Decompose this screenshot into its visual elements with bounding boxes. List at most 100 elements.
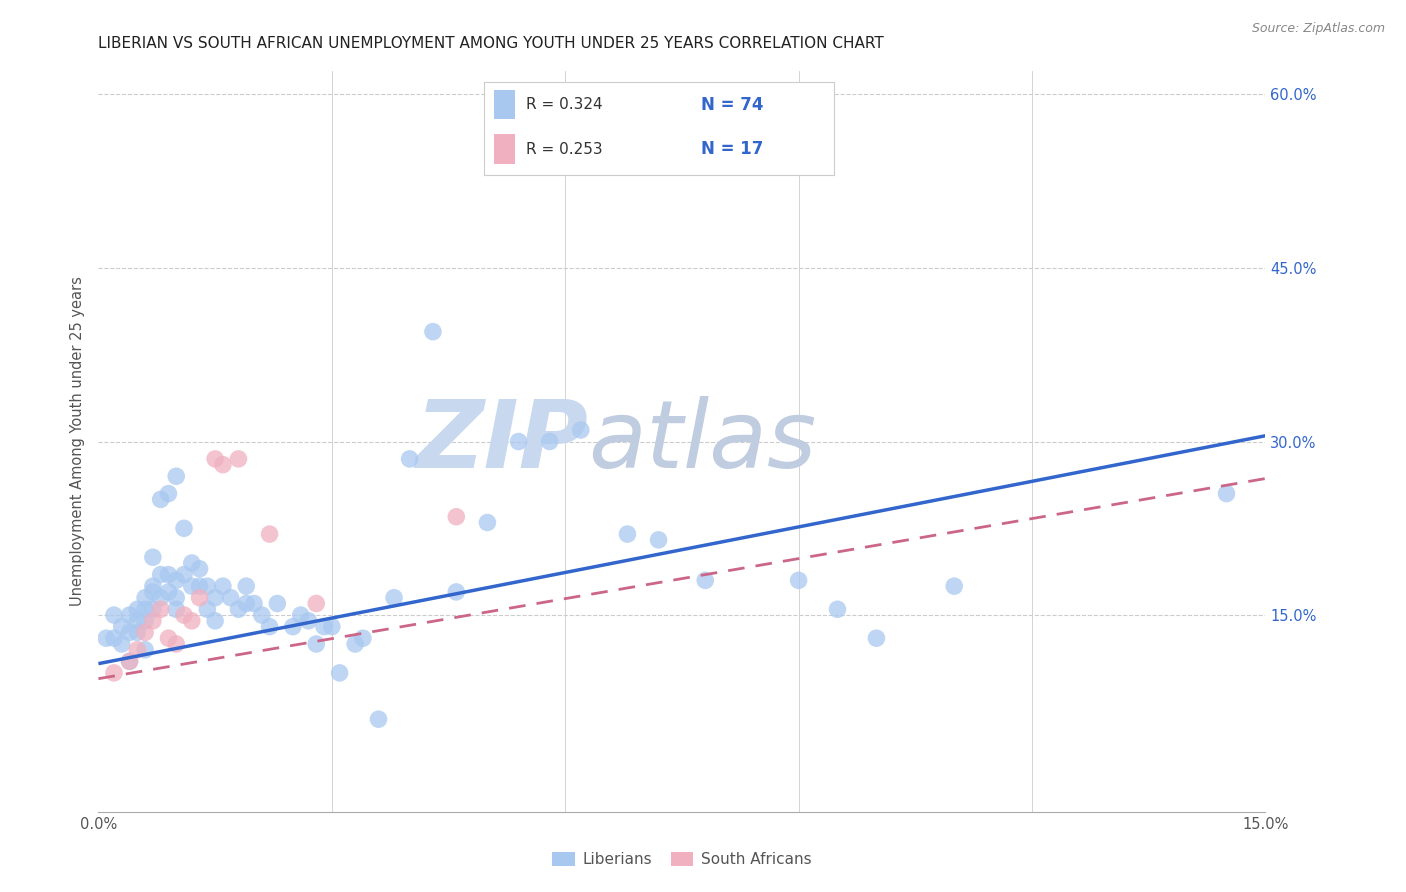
Point (127, 625, 149, 640)
Point (305, 597, 328, 611)
Point (103, 608, 125, 623)
Point (157, 585, 180, 599)
Text: R = 0.253: R = 0.253 (526, 142, 602, 157)
Point (173, 567, 195, 582)
Point (142, 585, 165, 599)
Point (127, 614, 149, 628)
Text: N = 74: N = 74 (700, 95, 763, 113)
Point (943, 579, 966, 593)
Point (142, 614, 165, 628)
Text: atlas: atlas (589, 396, 817, 487)
Point (180, 579, 202, 593)
Point (259, 619, 281, 633)
Point (127, 642, 149, 657)
Point (508, 434, 530, 449)
Point (1215, 486, 1237, 500)
Point (219, 591, 242, 605)
Point (149, 567, 172, 582)
Text: Source: ZipAtlas.com: Source: ZipAtlas.com (1251, 22, 1385, 36)
Point (142, 579, 165, 593)
Point (134, 591, 156, 605)
Point (352, 631, 374, 645)
Point (243, 597, 266, 611)
Point (538, 434, 561, 449)
Point (149, 492, 172, 507)
Point (142, 602, 165, 616)
Point (127, 602, 149, 616)
Y-axis label: Unemployment Among Youth under 25 years: Unemployment Among Youth under 25 years (70, 277, 86, 607)
Point (422, 325, 444, 339)
Point (787, 574, 810, 588)
Point (149, 591, 172, 605)
Point (96, 631, 118, 645)
Point (297, 614, 319, 628)
Point (165, 574, 187, 588)
Point (180, 556, 202, 570)
Point (647, 533, 669, 547)
Point (212, 579, 235, 593)
Point (111, 619, 134, 633)
Point (865, 631, 887, 645)
Point (204, 614, 226, 628)
Point (827, 602, 849, 616)
Bar (494, 90, 515, 120)
Point (344, 637, 367, 651)
Point (157, 486, 180, 500)
Point (290, 608, 312, 623)
Point (188, 579, 211, 593)
Text: N = 17: N = 17 (700, 140, 763, 158)
Text: ZIP: ZIP (416, 395, 589, 488)
Point (195, 602, 218, 616)
Point (165, 637, 187, 651)
Point (312, 619, 335, 633)
Point (173, 521, 195, 535)
Point (204, 451, 226, 466)
Point (142, 550, 165, 565)
Point (157, 567, 180, 582)
Point (165, 602, 187, 616)
Point (228, 451, 250, 466)
Point (149, 602, 172, 616)
Point (118, 625, 141, 640)
Point (134, 642, 156, 657)
Point (569, 423, 592, 437)
Point (266, 597, 288, 611)
Text: LIBERIAN VS SOUTH AFRICAN UNEMPLOYMENT AMONG YOUTH UNDER 25 YEARS CORRELATION CH: LIBERIAN VS SOUTH AFRICAN UNEMPLOYMENT A… (98, 36, 884, 51)
Point (118, 654, 141, 668)
Text: R = 0.324: R = 0.324 (526, 97, 602, 112)
Point (616, 527, 638, 541)
Point (235, 579, 257, 593)
Point (165, 591, 187, 605)
Point (134, 602, 156, 616)
Point (212, 458, 235, 472)
Point (188, 562, 211, 576)
Point (259, 527, 281, 541)
Point (180, 614, 202, 628)
Point (695, 574, 717, 588)
Point (157, 631, 180, 645)
Point (446, 585, 468, 599)
Point (118, 654, 141, 668)
Point (165, 469, 187, 483)
Point (235, 597, 257, 611)
Point (382, 591, 405, 605)
Point (134, 614, 156, 628)
Point (103, 631, 125, 645)
Point (134, 625, 156, 640)
Point (111, 637, 134, 651)
Point (281, 619, 304, 633)
Point (329, 665, 352, 680)
Point (367, 712, 389, 726)
Legend: Liberians, South Africans: Liberians, South Africans (553, 852, 811, 867)
Point (250, 608, 273, 623)
Point (228, 602, 250, 616)
Point (398, 451, 420, 466)
Point (446, 509, 468, 524)
Point (195, 579, 218, 593)
Point (204, 591, 226, 605)
Point (321, 619, 343, 633)
Point (103, 665, 125, 680)
Point (118, 608, 141, 623)
Point (477, 516, 499, 530)
Point (173, 608, 195, 623)
